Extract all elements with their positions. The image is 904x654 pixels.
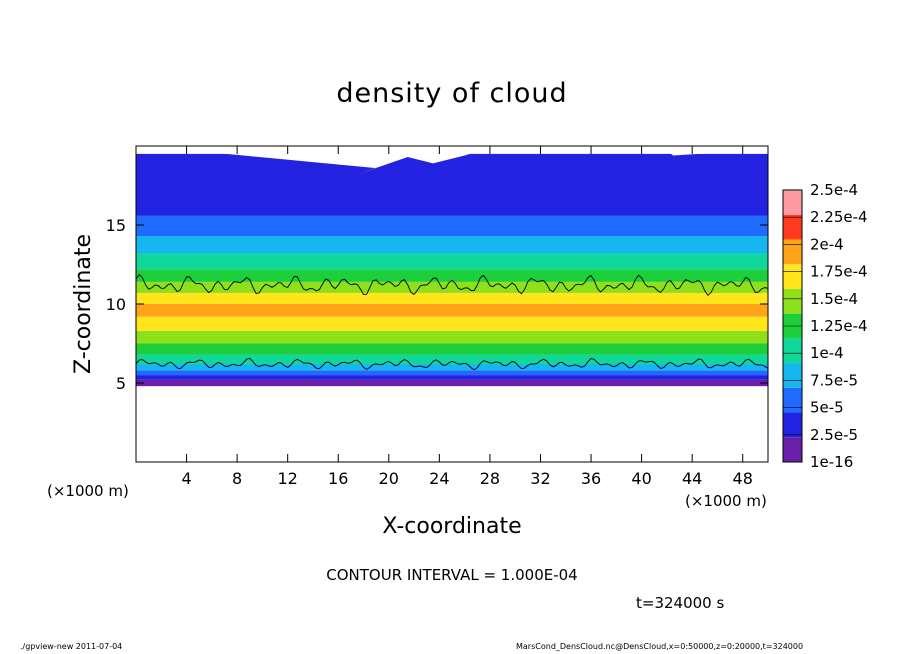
density-band [136,304,768,317]
time-stamp: t=324000 s [636,594,725,612]
colorbar-label: 1.25e-4 [810,317,868,335]
y-tick-label: 10 [106,295,126,314]
x-tick-label: 8 [232,469,242,488]
colorbar-label: 1.5e-4 [810,290,858,308]
colorbar-swatch [783,387,802,413]
colorbar-label: 7.5e-5 [810,371,858,389]
colorbar: 1e-16 2.5e-5 5e-5 7.5e-5 1e-4 1.25e-4 1.5e-4 1.… [782,181,868,471]
y-tick-label: 5 [116,374,126,393]
x-unit-label: (×1000 m) [47,482,129,500]
x-tick-label: 16 [328,469,348,488]
density-band [136,370,768,376]
density-band [136,379,768,387]
colorbar-swatch [783,239,802,265]
clear-region [660,146,768,156]
x-axis-label: X-coordinate [382,514,522,539]
x-tick-label: 20 [379,469,399,488]
footer-right: MarsCond_DensCloud.nc@DensCloud,x=0:5000… [516,642,804,651]
colorbar-label: 1.75e-4 [810,263,868,281]
density-band [136,316,768,331]
density-band [136,281,768,293]
density-band [136,330,768,344]
contour-line [136,273,768,296]
x-tick-label: 12 [278,469,298,488]
x-axis: 4 8 12 16 20 24 28 32 36 40 44 48 [181,146,753,488]
colorbar-label: 2e-4 [810,235,844,253]
density-band [136,236,768,254]
density-band [136,253,768,270]
density-band [136,364,768,371]
colorbar-label: 1e-4 [810,344,844,362]
colorbar-label: 5e-5 [810,399,844,417]
density-field [136,146,768,387]
x-tick-label: 28 [480,469,500,488]
colorbar-swatch [783,338,802,364]
y-axis-label: Z-coordinate [71,234,96,374]
x-tick-label: 36 [581,469,601,488]
colorbar-swatch [783,214,802,240]
y-axis: 5 10 15 [106,216,768,393]
x-tick-label: 24 [429,469,449,488]
x-tick-label: 40 [631,469,651,488]
x-tick-label: 48 [733,469,753,488]
footer-left: ./gpview-new 2011-07-04 [20,642,123,651]
x-tick-label: 4 [181,469,191,488]
colorbar-swatch [783,190,802,215]
colorbar-label: 2.25e-4 [810,208,868,226]
density-band [136,354,768,365]
density-band [136,292,768,304]
x-unit-label-secondary: (×1000 m) [685,492,767,510]
density-band [136,343,768,355]
colorbar-swatch [783,288,802,314]
colorbar-swatch [783,363,802,388]
colorbar-label: 1e-16 [810,453,853,471]
density-band [136,375,768,380]
colorbar-label: 2.5e-5 [810,426,858,444]
colorbar-swatch [783,412,802,438]
colorbar-swatch [783,437,802,462]
x-tick-label: 44 [682,469,702,488]
density-band [136,269,768,282]
colorbar-label: 2.5e-4 [810,181,858,199]
clear-region [143,146,497,175]
x-tick-label: 32 [530,469,550,488]
contour-interval-text: CONTOUR INTERVAL = 1.000E-04 [326,566,578,584]
contour-line [136,357,768,371]
y-tick-label: 15 [106,216,126,235]
colorbar-swatch [783,264,802,289]
density-band [136,153,768,216]
density-band [136,215,768,237]
chart-title: density of cloud [336,78,568,109]
